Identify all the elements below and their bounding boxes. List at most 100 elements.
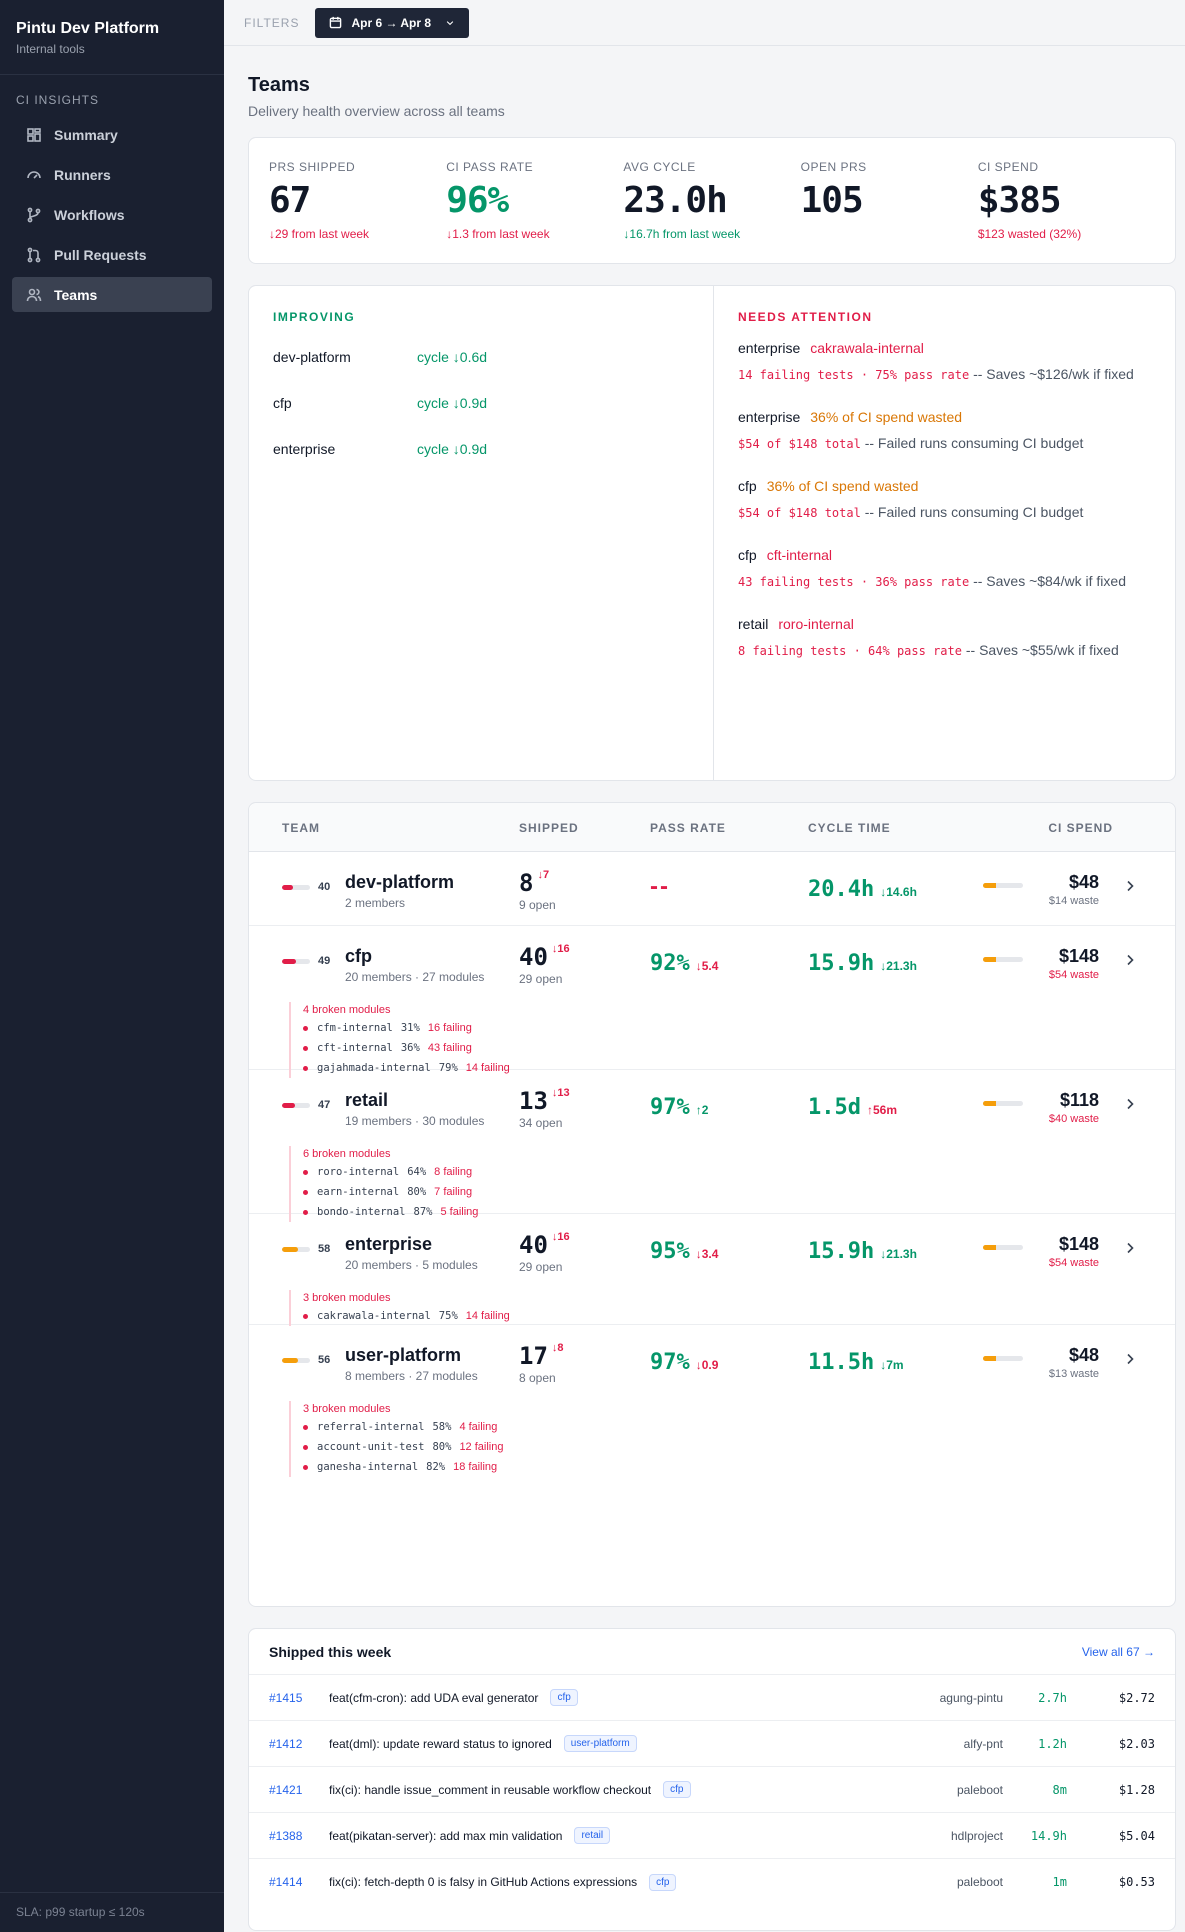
- open-count: 9 open: [519, 898, 556, 912]
- attention-issue: roro-internal: [778, 616, 854, 632]
- pr-author: agung-pintu: [939, 1690, 1003, 1705]
- table-row[interactable]: 58 enterprise 20 members · 5 modules 40 ↓16 2…: [249, 1214, 1175, 1326]
- table-row[interactable]: 40 dev-platform 2 members 8 ↓7 9 open -- 20.4h ↓…: [249, 852, 1175, 926]
- team-tag: cfp: [550, 1689, 578, 1706]
- pr-number-link[interactable]: #1415: [269, 1690, 303, 1705]
- view-all-link[interactable]: View all 67 →: [1081, 1644, 1155, 1659]
- sidebar-item-runners[interactable]: Runners: [12, 157, 212, 192]
- pr-number-link[interactable]: #1388: [269, 1828, 303, 1843]
- attention-team: cfp: [738, 478, 757, 494]
- attention-detail: 8 failing tests · 64% pass rate -- Saves…: [738, 640, 1151, 661]
- table-row[interactable]: 47 retail 19 members · 30 modules 13 ↓13 34 o…: [249, 1070, 1175, 1222]
- pr-title-text: fix(ci): handle issue_comment in reusabl…: [329, 1782, 652, 1797]
- pr-number-link[interactable]: #1412: [269, 1736, 303, 1751]
- table-row[interactable]: 49 cfp 20 members · 27 modules 40 ↓16 29 open…: [249, 926, 1175, 1078]
- shipped-delta: ↓8: [551, 1342, 564, 1354]
- kpi-card: PRS SHIPPED 67 ↓29 from last week CI PASS R…: [248, 137, 1176, 264]
- kpi-delta: $123 wasted (32%): [977, 227, 1082, 241]
- pr-cost: $5.04: [1118, 1828, 1155, 1843]
- pr-row[interactable]: #1414 fix(ci): fetch-depth 0 is falsy in …: [249, 1859, 1175, 1905]
- broken-module-item: roro-internal 64% 8 failing: [303, 1162, 478, 1182]
- attention-title: cfp cft-internal: [738, 547, 1151, 563]
- sla-footer: SLA: p99 startup ≤ 120s: [0, 1892, 224, 1932]
- status-dot-icon: [303, 1444, 308, 1450]
- sidebar-item-teams[interactable]: Teams: [12, 277, 212, 312]
- attention-issue: 36% of CI spend wasted: [810, 409, 963, 425]
- team-name[interactable]: dev-platform: [345, 872, 455, 892]
- pr-title-text: feat(pikatan-server): add max min valida…: [329, 1828, 563, 1843]
- health-score-fill: [282, 1102, 296, 1108]
- spend-bar-fill: [983, 883, 996, 888]
- kpi-value: 67: [269, 180, 311, 221]
- shipped-count: 40 ↓16: [519, 943, 570, 971]
- chevron-right-icon[interactable]: [1125, 1353, 1135, 1365]
- kpi-delta: ↓16.7h from last week: [623, 227, 741, 241]
- kpi-value: 105: [800, 180, 864, 221]
- date-range-button[interactable]: Apr 6 → Apr 8: [315, 7, 470, 38]
- topbar: FILTERS Apr 6 → Apr 8: [224, 0, 1185, 46]
- attention-detail: 43 failing tests · 36% pass rate -- Save…: [738, 571, 1151, 592]
- broken-module-item: cft-internal 36% 43 failing: [303, 1038, 510, 1058]
- shipped-count: 8 ↓7: [519, 869, 549, 897]
- health-score: 56: [282, 1354, 330, 1366]
- cycle-time-delta: ↑56m: [866, 1103, 898, 1117]
- spend-bar: [983, 1356, 1023, 1361]
- attention-title: enterprise 36% of CI spend wasted: [738, 409, 1151, 425]
- improving-panel: IMPROVING dev-platform cycle ↓0.6d cfp cycl…: [249, 286, 714, 780]
- status-dot-icon: [303, 1169, 308, 1175]
- broken-modules-heading: 3 broken modules: [303, 1292, 391, 1304]
- pr-row[interactable]: #1415 feat(cfm-cron): add UDA eval genera…: [249, 1675, 1175, 1721]
- pr-author: hdlproject: [950, 1828, 1003, 1843]
- health-score: 40: [282, 881, 330, 893]
- attention-team: retail: [738, 616, 769, 632]
- chevron-right-icon[interactable]: [1125, 880, 1135, 892]
- shipped-card: Shipped this week View all 67 → #1415 fea…: [248, 1628, 1176, 1931]
- health-score-value: 47: [318, 1099, 331, 1111]
- attention-note: -- Saves ~$84/wk if fixed: [969, 573, 1126, 589]
- sidebar-item-workflows[interactable]: Workflows: [12, 197, 212, 232]
- team-name[interactable]: user-platform: [345, 1345, 462, 1365]
- pass-rate: 95% ↓3.4: [650, 1239, 718, 1264]
- sidebar-item-pull-requests[interactable]: Pull Requests: [12, 237, 212, 272]
- pr-row[interactable]: #1421 fix(ci): handle issue_comment in re…: [249, 1767, 1175, 1813]
- team-meta: 8 members · 27 modules: [345, 1369, 478, 1383]
- app-title: Pintu Dev Platform: [16, 20, 160, 37]
- status-dot-icon: [303, 1025, 308, 1031]
- chevron-right-icon[interactable]: [1125, 1242, 1135, 1254]
- teams-table: TEAM SHIPPED PASS RATE CYCLE TIME CI SPE…: [248, 802, 1176, 1607]
- attention-title: enterprise cakrawala-internal: [738, 340, 1151, 356]
- pr-number-link[interactable]: #1421: [269, 1782, 303, 1797]
- kpi-delta: ↓1.3 from last week: [446, 227, 550, 241]
- attention-title: retail roro-internal: [738, 616, 1151, 632]
- team-name[interactable]: cfp: [345, 946, 372, 966]
- pr-number-link[interactable]: #1414: [269, 1875, 303, 1889]
- improving-team: enterprise: [273, 441, 336, 457]
- pass-rate-value: 97%: [650, 1095, 690, 1120]
- team-tag: user-platform: [563, 1735, 637, 1752]
- attention-team: enterprise: [738, 340, 801, 356]
- pr-row[interactable]: #1412 feat(dml): update reward status to …: [249, 1721, 1175, 1767]
- attention-detail: 14 failing tests · 75% pass rate -- Save…: [738, 364, 1151, 385]
- chevron-right-icon[interactable]: [1125, 954, 1135, 966]
- kpi-label: CI SPEND: [977, 160, 1039, 174]
- sidebar-item-summary[interactable]: Summary: [12, 117, 212, 152]
- attention-stat: 14 failing tests · 75% pass rate: [738, 368, 970, 382]
- improving-change: cycle ↓0.6d: [417, 349, 488, 365]
- health-score-fill: [282, 1246, 299, 1252]
- status-dot-icon: [303, 1065, 308, 1071]
- table-row[interactable]: 56 user-platform 8 members · 27 modules 17 ↓…: [249, 1325, 1175, 1477]
- improving-team: cfp: [273, 395, 292, 411]
- attention-team: enterprise: [738, 409, 801, 425]
- team-name[interactable]: enterprise: [345, 1234, 433, 1254]
- chevron-right-icon[interactable]: [1125, 1098, 1135, 1110]
- pass-rate: 97% ↑2: [650, 1095, 708, 1120]
- attention-detail: $54 of $148 total -- Failed runs consumi…: [738, 502, 1151, 523]
- broken-module-item: gajahmada-internal 79% 14 failing: [303, 1058, 510, 1078]
- pr-author: paleboot: [956, 1782, 1003, 1797]
- team-name[interactable]: retail: [345, 1090, 389, 1110]
- kpi-delta: ↓29 from last week: [269, 227, 370, 241]
- module-failing: 18 failing: [453, 1461, 498, 1473]
- spend-bar-fill: [983, 1245, 996, 1250]
- status-dot-icon: [303, 1189, 308, 1195]
- pr-row[interactable]: #1388 feat(pikatan-server): add max min v…: [249, 1813, 1175, 1859]
